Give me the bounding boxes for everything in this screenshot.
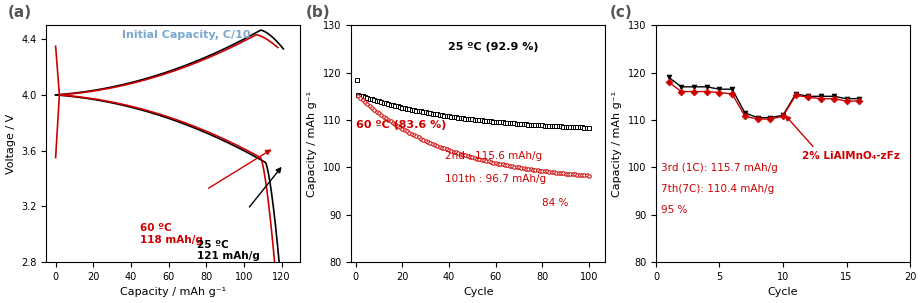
- Text: 95 %: 95 %: [661, 205, 687, 215]
- X-axis label: Capacity / mAh g⁻¹: Capacity / mAh g⁻¹: [120, 288, 226, 298]
- X-axis label: Cycle: Cycle: [463, 288, 493, 298]
- Text: 84 %: 84 %: [541, 198, 568, 208]
- Text: 2nd : 115.6 mAh/g: 2nd : 115.6 mAh/g: [445, 151, 542, 161]
- Text: (b): (b): [305, 5, 330, 21]
- Text: 25 ºC (92.9 %): 25 ºC (92.9 %): [447, 42, 538, 52]
- X-axis label: Cycle: Cycle: [768, 288, 798, 298]
- Y-axis label: Capacity / mAh g⁻¹: Capacity / mAh g⁻¹: [308, 91, 317, 197]
- Text: 25 ºC
121 mAh/g: 25 ºC 121 mAh/g: [197, 240, 260, 261]
- Text: 101th : 96.7 mAh/g: 101th : 96.7 mAh/g: [445, 175, 546, 185]
- Text: 60 ºC
118 mAh/g: 60 ºC 118 mAh/g: [140, 223, 203, 245]
- Text: 2% LiAlMnO₄-zFz: 2% LiAlMnO₄-zFz: [802, 151, 900, 161]
- Y-axis label: Voltage / V: Voltage / V: [6, 114, 16, 174]
- Text: 7th(7C): 110.4 mAh/g: 7th(7C): 110.4 mAh/g: [661, 184, 774, 194]
- Text: (a): (a): [8, 5, 32, 21]
- Text: Initial Capacity, C/10: Initial Capacity, C/10: [123, 30, 251, 40]
- Text: 3rd (1C): 115.7 mAh/g: 3rd (1C): 115.7 mAh/g: [661, 163, 778, 173]
- Text: (c): (c): [610, 5, 633, 21]
- Text: 60 ºC (83.6 %): 60 ºC (83.6 %): [356, 120, 446, 130]
- Y-axis label: Capacity / mAh g⁻¹: Capacity / mAh g⁻¹: [613, 91, 622, 197]
